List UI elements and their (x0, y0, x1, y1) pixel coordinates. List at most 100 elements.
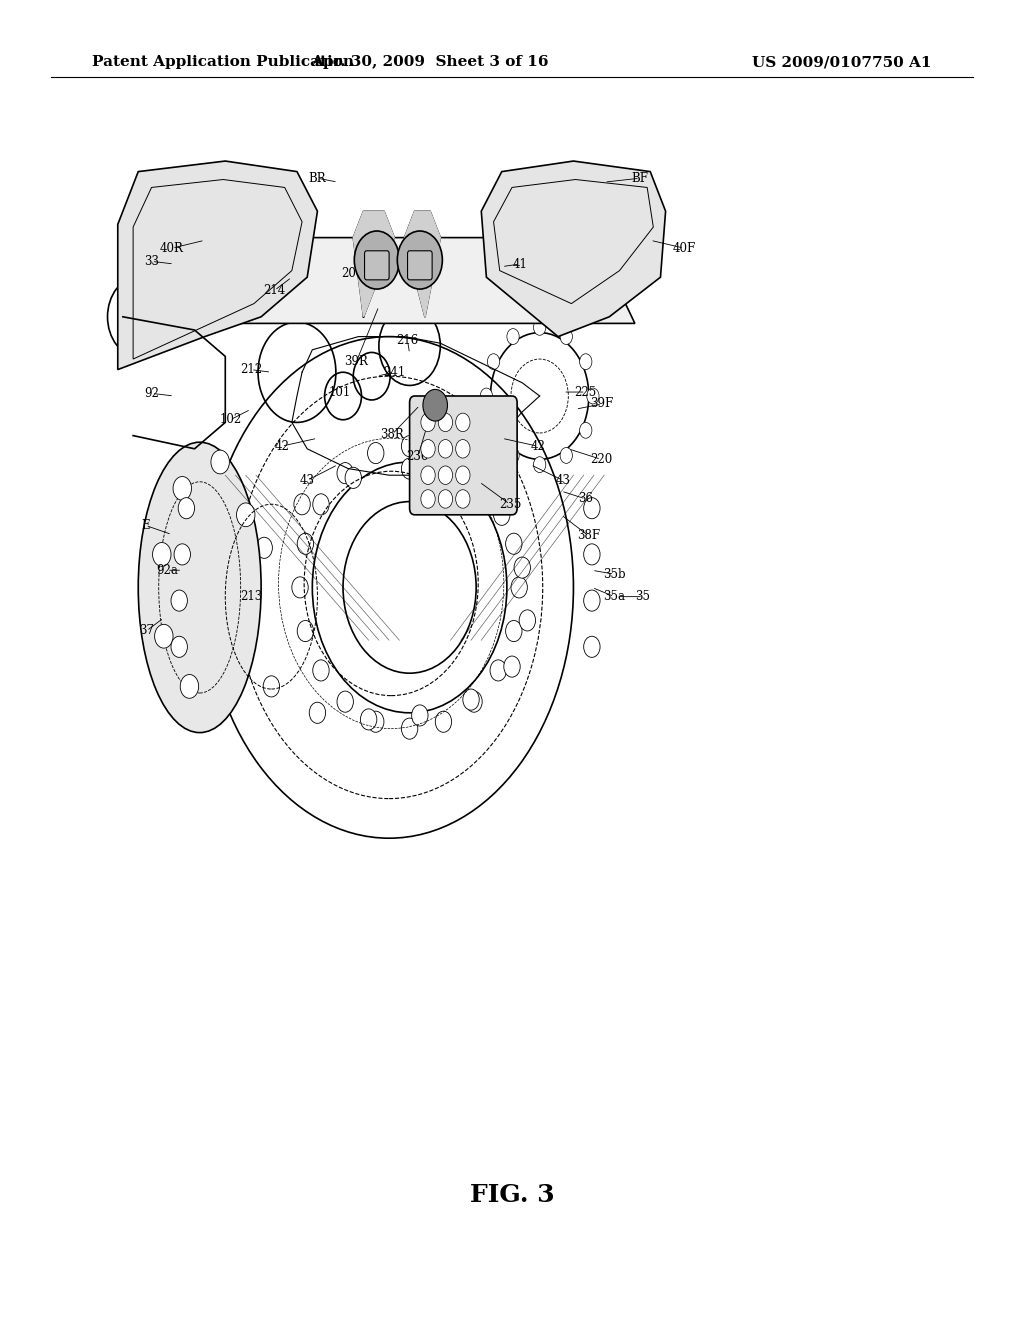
Text: 43: 43 (556, 474, 570, 487)
Circle shape (171, 636, 187, 657)
Circle shape (345, 467, 361, 488)
Text: 35: 35 (636, 590, 650, 603)
Circle shape (401, 718, 418, 739)
Circle shape (421, 440, 435, 458)
Text: 101: 101 (329, 385, 351, 399)
Ellipse shape (138, 442, 261, 733)
Circle shape (584, 544, 600, 565)
Text: 208~211: 208~211 (342, 267, 395, 280)
Circle shape (506, 620, 522, 642)
Circle shape (511, 577, 527, 598)
Circle shape (580, 354, 592, 370)
Circle shape (171, 590, 187, 611)
Text: 236: 236 (407, 450, 429, 463)
Circle shape (456, 466, 470, 484)
Circle shape (354, 231, 399, 289)
Circle shape (312, 660, 329, 681)
Polygon shape (353, 211, 394, 317)
Circle shape (584, 636, 600, 657)
Text: 92a: 92a (156, 564, 178, 577)
Text: 36: 36 (579, 492, 593, 506)
Circle shape (504, 656, 520, 677)
Text: 214: 214 (263, 284, 286, 297)
Text: 102: 102 (219, 413, 242, 426)
Circle shape (456, 490, 470, 508)
Circle shape (421, 490, 435, 508)
Text: 241: 241 (383, 366, 406, 379)
Text: E: E (141, 519, 150, 532)
Circle shape (170, 211, 215, 269)
Circle shape (153, 543, 171, 566)
Circle shape (580, 422, 592, 438)
Circle shape (438, 440, 453, 458)
Circle shape (584, 498, 600, 519)
Text: Patent Application Publication: Patent Application Publication (92, 55, 354, 70)
Circle shape (463, 689, 479, 710)
Text: 40R: 40R (160, 242, 184, 255)
Circle shape (108, 277, 169, 356)
Text: 41: 41 (513, 257, 527, 271)
Text: 40F: 40F (673, 242, 695, 255)
Circle shape (487, 354, 500, 370)
Circle shape (360, 709, 377, 730)
Circle shape (507, 447, 519, 463)
Text: 35b: 35b (603, 568, 626, 581)
Circle shape (180, 675, 199, 698)
Text: 39F: 39F (591, 397, 613, 411)
Circle shape (466, 692, 482, 713)
Circle shape (587, 388, 599, 404)
Text: BR: BR (308, 172, 327, 185)
Circle shape (534, 457, 546, 473)
Text: FIG. 3: FIG. 3 (470, 1183, 554, 1206)
Circle shape (560, 447, 572, 463)
Circle shape (294, 494, 310, 515)
Circle shape (297, 533, 313, 554)
Circle shape (412, 705, 428, 726)
Text: 212: 212 (240, 363, 262, 376)
Circle shape (397, 231, 442, 289)
Circle shape (466, 462, 482, 483)
Text: 213: 213 (240, 590, 262, 603)
Text: 220: 220 (590, 453, 612, 466)
Circle shape (297, 620, 313, 642)
Text: 33: 33 (144, 255, 159, 268)
Circle shape (507, 329, 519, 345)
Circle shape (438, 466, 453, 484)
Circle shape (337, 692, 353, 713)
Polygon shape (481, 161, 666, 337)
Circle shape (368, 442, 384, 463)
FancyBboxPatch shape (408, 251, 432, 280)
Circle shape (123, 297, 154, 337)
Circle shape (337, 462, 353, 483)
Circle shape (401, 458, 418, 479)
Circle shape (178, 498, 195, 519)
Circle shape (423, 389, 447, 421)
Circle shape (421, 413, 435, 432)
FancyBboxPatch shape (410, 396, 517, 515)
Circle shape (263, 676, 280, 697)
Text: 235: 235 (499, 498, 521, 511)
Circle shape (487, 422, 500, 438)
Circle shape (435, 442, 452, 463)
Text: 225: 225 (574, 385, 597, 399)
Circle shape (494, 504, 510, 525)
Circle shape (453, 471, 469, 492)
Text: 216: 216 (396, 334, 419, 347)
Circle shape (238, 623, 254, 644)
Circle shape (456, 440, 470, 458)
Text: BF: BF (632, 172, 648, 185)
FancyBboxPatch shape (365, 251, 389, 280)
Polygon shape (205, 238, 635, 323)
Circle shape (256, 537, 272, 558)
Circle shape (584, 590, 600, 611)
Text: 35a: 35a (603, 590, 626, 603)
Circle shape (309, 702, 326, 723)
Text: 38R: 38R (380, 428, 404, 441)
Text: 42: 42 (530, 440, 545, 453)
Text: 37: 37 (139, 624, 154, 638)
Circle shape (155, 624, 173, 648)
Circle shape (368, 711, 384, 733)
Circle shape (519, 610, 536, 631)
Text: 39R: 39R (344, 355, 369, 368)
Circle shape (292, 577, 308, 598)
